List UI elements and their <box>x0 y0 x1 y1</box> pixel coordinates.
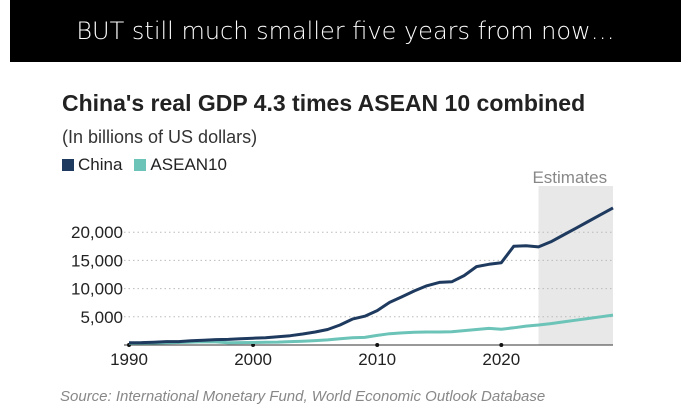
legend-label-china: China <box>78 155 123 174</box>
series-line-china <box>128 206 614 345</box>
estimates-label: Estimates <box>532 168 607 187</box>
x-tick-label: 1990 <box>110 350 148 369</box>
legend-item-asean10: ASEAN10 <box>134 155 227 175</box>
y-tick-label: 10,000 <box>71 280 123 299</box>
slide-banner: BUT still much smaller five years from n… <box>10 0 681 62</box>
legend-swatch-asean10 <box>134 159 147 171</box>
y-tick-label: 5,000 <box>80 308 123 327</box>
legend-label-asean10: ASEAN10 <box>150 155 227 174</box>
chart-title: China's real GDP 4.3 times ASEAN 10 comb… <box>62 90 586 116</box>
x-tick-label: 2000 <box>234 350 272 369</box>
x-tick-mark <box>375 343 380 347</box>
chart-source: Source: International Monetary Fund, Wor… <box>60 388 546 405</box>
x-tick-label: 2020 <box>482 350 520 369</box>
x-tick-label: 2010 <box>358 350 396 369</box>
y-tick-label: 15,000 <box>71 251 123 270</box>
y-tick-label: 20,000 <box>71 223 123 242</box>
legend-swatch-china <box>62 159 74 171</box>
x-tick-mark <box>499 343 504 347</box>
estimates-region <box>538 186 613 345</box>
legend: China ASEAN10 <box>62 155 227 175</box>
chart-subtitle: (In billions of US dollars) <box>62 127 258 147</box>
series-line-asean10 <box>128 313 614 345</box>
legend-item-china: China <box>62 155 122 175</box>
